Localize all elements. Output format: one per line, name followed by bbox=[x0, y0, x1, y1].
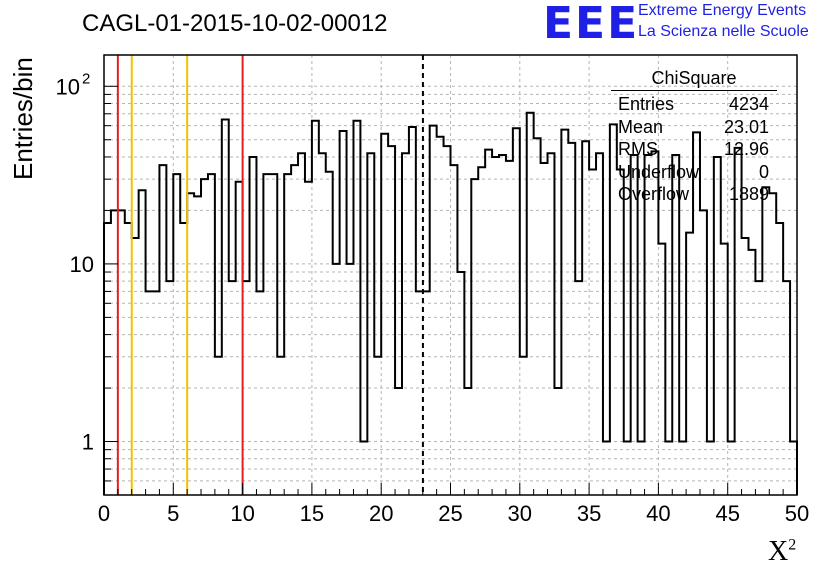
x-tick-label: 15 bbox=[300, 501, 324, 526]
stats-box: ChiSquare Entries 4234 Mean 23.01 RMS 12.96… bbox=[611, 68, 777, 206]
y-tick-label: 10 bbox=[56, 74, 80, 99]
stats-row-overflow: Overflow 1889 bbox=[618, 184, 769, 204]
stats-row-entries: Entries 4234 bbox=[618, 94, 769, 114]
logo-line-2: La Scienza nelle Scuole bbox=[638, 23, 809, 40]
stats-row-rms: RMS 12.96 bbox=[618, 139, 769, 159]
eee-logo: EEE bbox=[543, 0, 640, 49]
y-tick-label: 10 bbox=[70, 252, 94, 277]
x-tick-label: 20 bbox=[369, 501, 393, 526]
stats-row-mean: Mean 23.01 bbox=[618, 116, 769, 137]
x-tick-label: 10 bbox=[230, 501, 254, 526]
x-tick-label: 30 bbox=[508, 501, 532, 526]
logo-line-1: Extreme Energy Events bbox=[638, 2, 807, 19]
y-tick-label: 1 bbox=[82, 430, 94, 455]
histogram-outline bbox=[103, 111, 798, 495]
stats-row-underflow: Underflow 0 bbox=[618, 161, 769, 182]
y-tick-exponent: 2 bbox=[82, 70, 90, 87]
x-tick-label: 25 bbox=[438, 501, 462, 526]
x-tick-label: 0 bbox=[98, 501, 110, 526]
y-axis-label: Entries/bin bbox=[8, 57, 38, 180]
x-tick-label: 35 bbox=[577, 501, 601, 526]
stats-title: ChiSquare bbox=[611, 68, 777, 91]
x-tick-label: 50 bbox=[785, 501, 809, 526]
x-tick-label: 45 bbox=[715, 501, 739, 526]
chart-title: CAGL-01-2015-10-02-00012 bbox=[82, 10, 388, 37]
x-tick-label: 5 bbox=[167, 501, 179, 526]
x-axis-label: X2 bbox=[768, 536, 797, 567]
x-tick-label: 40 bbox=[646, 501, 670, 526]
